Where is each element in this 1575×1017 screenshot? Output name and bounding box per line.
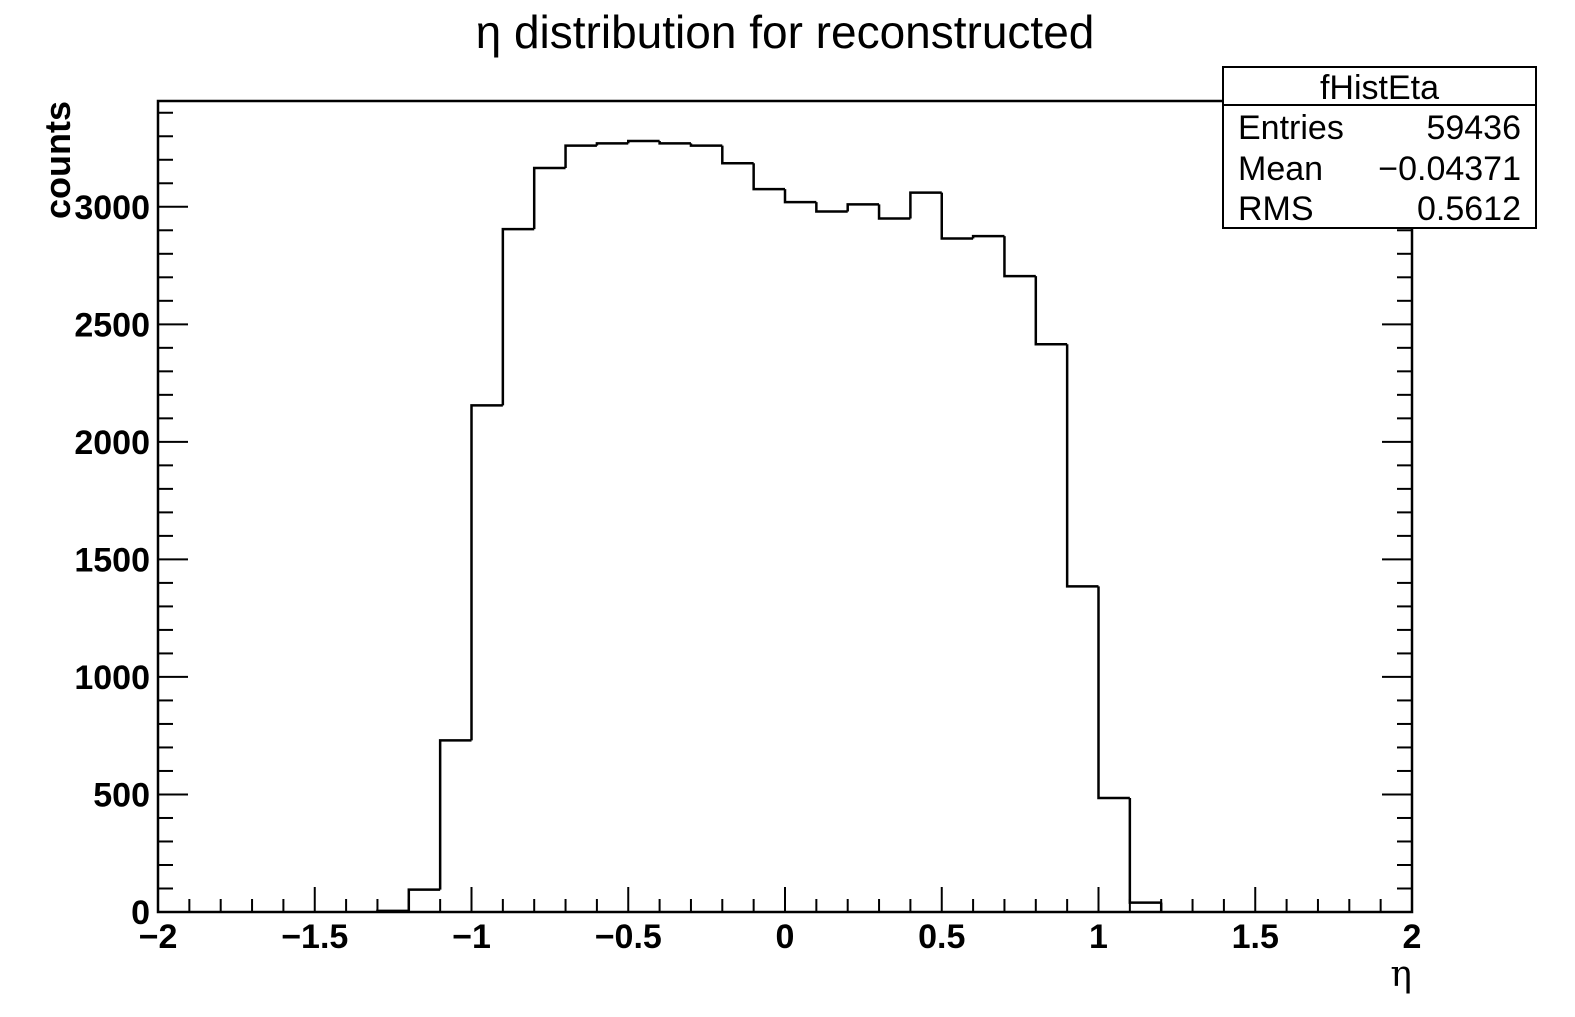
histogram-bin <box>1128 797 1162 904</box>
histogram-bin <box>783 189 817 204</box>
histogram-bin <box>1097 586 1130 800</box>
histogram-bins <box>376 139 1163 913</box>
histogram-bin <box>564 144 597 168</box>
y-axis-tick-labels: 0 500 1000 1500 2000 2500 3000 <box>74 189 150 932</box>
histogram-bin <box>376 909 409 913</box>
stats-entries-value: 59436 <box>1426 109 1521 147</box>
stats-mean-label: Mean <box>1238 150 1323 188</box>
stats-entries-label: Entries <box>1238 109 1344 147</box>
x-tick-label: 0.5 <box>918 918 965 956</box>
histogram-bin <box>1034 276 1068 346</box>
histogram-bin <box>909 191 942 219</box>
stats-rms-value: 0.5612 <box>1417 190 1521 228</box>
histogram-bin <box>532 166 566 230</box>
histogram-bin <box>595 142 629 146</box>
x-tick-label: −0.5 <box>595 918 662 956</box>
histogram-bin <box>815 202 848 213</box>
histogram-bin <box>1065 344 1099 588</box>
histogram-bin <box>877 204 911 220</box>
y-tick-label: 500 <box>93 776 150 814</box>
histogram-bin <box>438 739 472 890</box>
histogram-bin <box>689 143 723 147</box>
y-tick-label: 1000 <box>74 659 150 697</box>
y-tick-label: 1500 <box>74 541 150 579</box>
histogram-bin <box>971 234 1005 239</box>
y-tick-label: 0 <box>131 894 150 932</box>
x-tick-label: 1.5 <box>1232 918 1279 956</box>
x-tick-label: −2 <box>139 918 178 956</box>
histogram-bin <box>752 163 785 191</box>
y-tick-label: 2500 <box>74 306 150 344</box>
histogram-bin <box>940 192 974 240</box>
stats-mean-value: −0.04371 <box>1378 150 1521 188</box>
x-tick-label: 2 <box>1403 918 1422 956</box>
stats-rms-label: RMS <box>1238 190 1314 228</box>
y-axis-ticks <box>158 111 1412 913</box>
x-tick-label: −1 <box>452 918 491 956</box>
x-tick-label: −1.5 <box>281 918 348 956</box>
y-tick-label: 2000 <box>74 424 150 462</box>
histogram-bin <box>846 203 880 212</box>
stats-box: fHistEta Entries 59436 Mean −0.04371 RMS… <box>1222 66 1537 229</box>
chart-title: η distribution for reconstructed <box>476 6 1095 58</box>
histogram-bin <box>470 404 503 741</box>
histogram-bin <box>658 140 691 145</box>
histogram-bin <box>627 139 660 144</box>
x-tick-label: 0 <box>776 918 795 956</box>
histogram-bin <box>407 888 441 911</box>
stats-box-name: fHistEta <box>1320 69 1439 107</box>
stats-box-frame <box>1222 66 1537 229</box>
y-tick-label: 3000 <box>74 189 150 227</box>
histogram-bin <box>1003 236 1036 278</box>
y-axis-title: counts <box>37 101 78 219</box>
x-axis-tick-labels: −2 −1.5 −1 −0.5 0 0.5 1 1.5 2 <box>139 918 1422 956</box>
histogram-bin <box>721 145 754 165</box>
histogram-bin <box>501 227 535 406</box>
x-axis-ticks <box>157 887 1413 912</box>
x-axis-title: η <box>1390 954 1412 995</box>
x-tick-label: 1 <box>1089 918 1108 956</box>
